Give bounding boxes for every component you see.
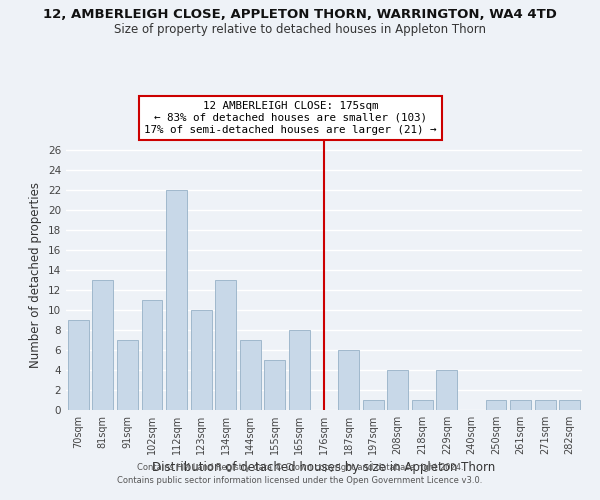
Bar xyxy=(240,340,261,410)
Bar xyxy=(117,340,138,410)
Text: Size of property relative to detached houses in Appleton Thorn: Size of property relative to detached ho… xyxy=(114,22,486,36)
X-axis label: Distribution of detached houses by size in Appleton Thorn: Distribution of detached houses by size … xyxy=(152,461,496,474)
Text: Contains HM Land Registry data © Crown copyright and database right 2024.
Contai: Contains HM Land Registry data © Crown c… xyxy=(118,463,482,485)
Bar xyxy=(510,400,531,410)
Bar xyxy=(68,320,89,410)
Bar xyxy=(535,400,556,410)
Bar xyxy=(142,300,163,410)
Text: 12, AMBERLEIGH CLOSE, APPLETON THORN, WARRINGTON, WA4 4TD: 12, AMBERLEIGH CLOSE, APPLETON THORN, WA… xyxy=(43,8,557,20)
Text: 12 AMBERLEIGH CLOSE: 175sqm
← 83% of detached houses are smaller (103)
17% of se: 12 AMBERLEIGH CLOSE: 175sqm ← 83% of det… xyxy=(144,102,437,134)
Bar xyxy=(289,330,310,410)
Bar xyxy=(559,400,580,410)
Bar xyxy=(387,370,408,410)
Bar xyxy=(92,280,113,410)
Y-axis label: Number of detached properties: Number of detached properties xyxy=(29,182,43,368)
Bar xyxy=(362,400,383,410)
Bar xyxy=(338,350,359,410)
Bar xyxy=(166,190,187,410)
Bar xyxy=(412,400,433,410)
Bar xyxy=(436,370,457,410)
Bar xyxy=(265,360,286,410)
Bar xyxy=(191,310,212,410)
Bar xyxy=(215,280,236,410)
Bar xyxy=(485,400,506,410)
